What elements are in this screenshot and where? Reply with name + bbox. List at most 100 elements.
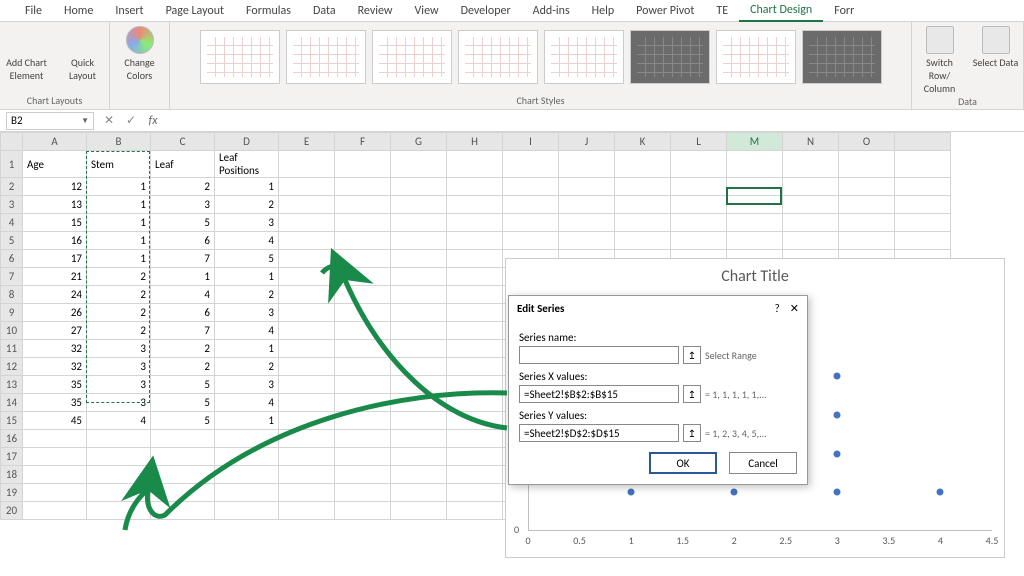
range-picker-icon[interactable]: ↥ <box>683 346 701 364</box>
cell[interactable] <box>391 178 447 196</box>
cell[interactable] <box>391 412 447 430</box>
cell[interactable]: 2 <box>151 340 215 358</box>
cell[interactable] <box>447 268 503 286</box>
cell[interactable]: 17 <box>23 250 87 268</box>
column-header-blank[interactable] <box>895 133 951 151</box>
cell[interactable] <box>559 151 615 178</box>
cell[interactable]: 2 <box>215 358 279 376</box>
cell[interactable] <box>391 286 447 304</box>
cell[interactable]: 2 <box>215 196 279 214</box>
cell[interactable]: 5 <box>215 250 279 268</box>
cell[interactable] <box>335 232 391 250</box>
cell[interactable] <box>215 448 279 466</box>
ribbon-tab-help[interactable]: Help <box>581 1 626 21</box>
cell[interactable]: 3 <box>87 340 151 358</box>
chart-point[interactable] <box>834 412 841 419</box>
cell[interactable] <box>215 502 279 520</box>
row-header-13[interactable]: 13 <box>1 376 23 394</box>
cell[interactable]: 6 <box>151 232 215 250</box>
cell[interactable] <box>279 322 335 340</box>
cell[interactable] <box>447 151 503 178</box>
column-header-L[interactable]: L <box>671 133 727 151</box>
cell[interactable]: 1 <box>87 232 151 250</box>
cell[interactable]: 1 <box>215 178 279 196</box>
cell[interactable] <box>87 430 151 448</box>
cell[interactable] <box>335 466 391 484</box>
cell[interactable] <box>279 250 335 268</box>
cell[interactable] <box>895 178 951 196</box>
cell[interactable] <box>151 448 215 466</box>
cell[interactable] <box>895 232 951 250</box>
cell[interactable] <box>279 484 335 502</box>
cell[interactable] <box>559 178 615 196</box>
cell[interactable]: 32 <box>23 358 87 376</box>
cell[interactable] <box>671 178 727 196</box>
column-header-G[interactable]: G <box>391 133 447 151</box>
cell[interactable] <box>839 214 895 232</box>
row-header-18[interactable]: 18 <box>1 466 23 484</box>
cell[interactable]: 1 <box>87 214 151 232</box>
cell[interactable] <box>447 250 503 268</box>
cell[interactable]: 7 <box>151 322 215 340</box>
cell[interactable] <box>447 484 503 502</box>
cell[interactable] <box>87 484 151 502</box>
cell[interactable]: 4 <box>151 286 215 304</box>
row-header-7[interactable]: 7 <box>1 268 23 286</box>
cell[interactable]: 1 <box>215 412 279 430</box>
cell[interactable] <box>447 448 503 466</box>
cell[interactable] <box>335 412 391 430</box>
cancel-button[interactable]: Cancel <box>729 452 797 474</box>
cell[interactable] <box>279 268 335 286</box>
cell[interactable] <box>391 304 447 322</box>
series-y-input[interactable] <box>519 424 679 442</box>
cell[interactable] <box>335 178 391 196</box>
row-header-19[interactable]: 19 <box>1 484 23 502</box>
cell[interactable] <box>783 151 839 178</box>
cell[interactable]: 3 <box>87 394 151 412</box>
cell[interactable] <box>447 178 503 196</box>
cell[interactable] <box>615 178 671 196</box>
column-header-I[interactable]: I <box>503 133 559 151</box>
chart-point[interactable] <box>731 489 738 496</box>
row-header-4[interactable]: 4 <box>1 214 23 232</box>
cell[interactable]: 12 <box>23 178 87 196</box>
column-header-J[interactable]: J <box>559 133 615 151</box>
cell[interactable]: 2 <box>151 358 215 376</box>
cell[interactable] <box>895 214 951 232</box>
cell[interactable]: 7 <box>151 250 215 268</box>
cell[interactable] <box>335 196 391 214</box>
cell[interactable] <box>335 304 391 322</box>
accept-formula-icon[interactable]: ✓ <box>120 113 142 128</box>
cell[interactable]: 1 <box>87 250 151 268</box>
cell[interactable] <box>335 394 391 412</box>
cell[interactable] <box>23 430 87 448</box>
chart-title[interactable]: Chart Title <box>506 259 1004 286</box>
cell[interactable]: 32 <box>23 340 87 358</box>
switch-row-column-button[interactable]: Switch Row/ Column <box>916 26 964 95</box>
cell[interactable] <box>839 232 895 250</box>
cell[interactable] <box>895 151 951 178</box>
row-header-16[interactable]: 16 <box>1 430 23 448</box>
cell[interactable]: Age <box>23 151 87 178</box>
cell[interactable] <box>151 430 215 448</box>
close-icon[interactable]: ✕ <box>790 302 799 315</box>
ribbon-tab-chart-design[interactable]: Chart Design <box>739 0 823 22</box>
cell[interactable]: 2 <box>87 304 151 322</box>
column-header-H[interactable]: H <box>447 133 503 151</box>
cell[interactable] <box>335 286 391 304</box>
cell[interactable]: 5 <box>151 214 215 232</box>
cell[interactable] <box>447 412 503 430</box>
row-header-9[interactable]: 9 <box>1 304 23 322</box>
cell[interactable]: 13 <box>23 196 87 214</box>
column-header-B[interactable]: B <box>87 133 151 151</box>
cell[interactable]: 15 <box>23 214 87 232</box>
help-icon[interactable]: ? <box>775 302 780 315</box>
cell[interactable] <box>391 502 447 520</box>
select-all-cell[interactable] <box>1 133 23 151</box>
chart-point[interactable] <box>834 373 841 380</box>
cell[interactable]: 3 <box>215 304 279 322</box>
ribbon-tab-forr[interactable]: Forr <box>823 1 865 21</box>
cell[interactable]: 1 <box>87 196 151 214</box>
cell[interactable] <box>279 394 335 412</box>
row-header-20[interactable]: 20 <box>1 502 23 520</box>
